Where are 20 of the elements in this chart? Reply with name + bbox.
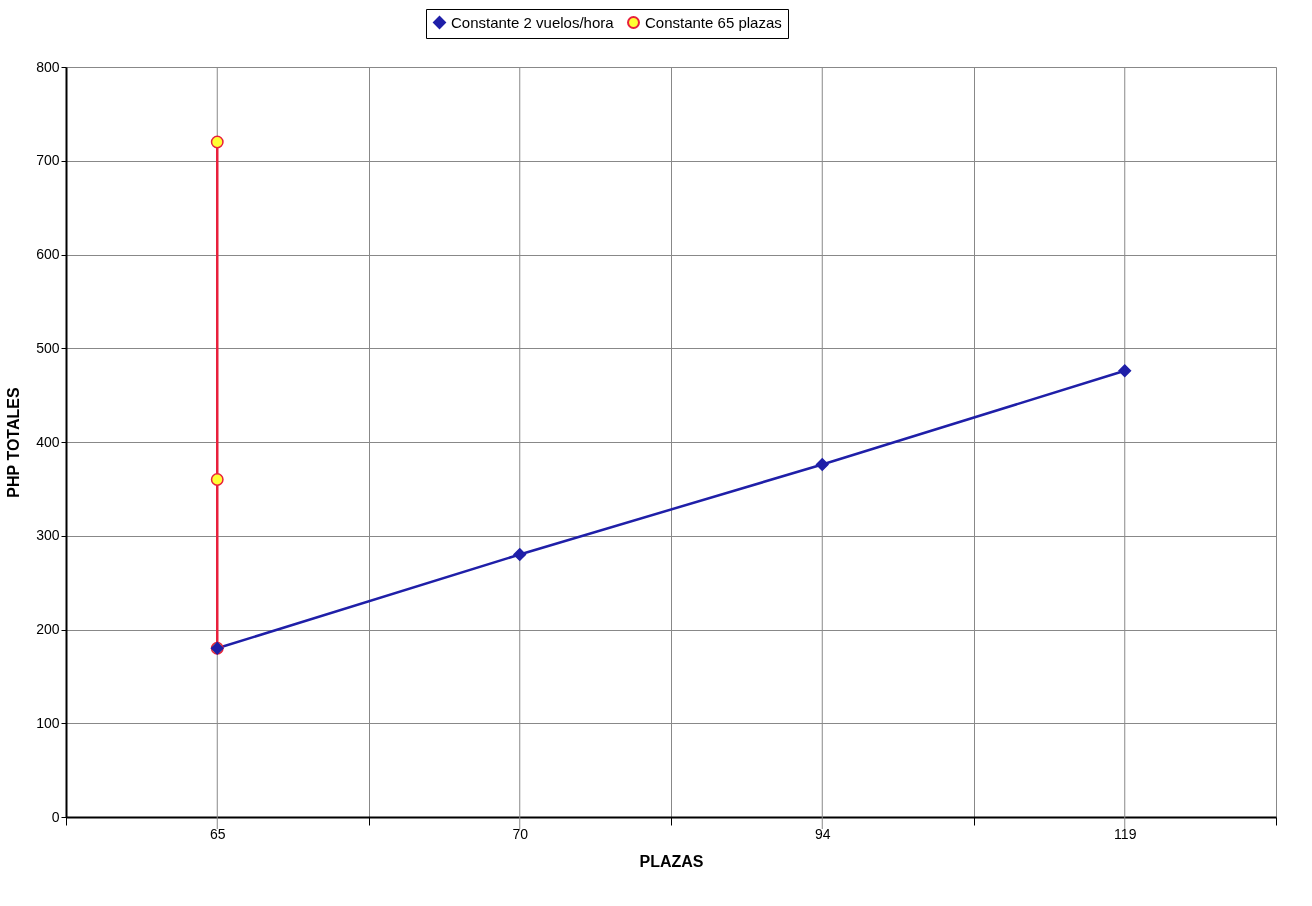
y-tick-label: 700 [36, 152, 60, 169]
y-tick-label: 600 [36, 246, 60, 262]
y-tick-label: 500 [36, 339, 60, 356]
y-axis-title: PHP TOTALES [5, 387, 23, 498]
y-tick-label: 100 [36, 714, 60, 731]
x-axis-title: PLAZAS [639, 852, 704, 870]
x-tick-label: 119 [1114, 825, 1137, 842]
y-tick-label: 0 [51, 808, 60, 825]
x-tick-label: 70 [512, 825, 529, 842]
y-tick-label: 800 [36, 58, 60, 75]
x-tick-label: 65 [209, 825, 226, 842]
y-tick-label: 300 [36, 527, 60, 544]
y-tick-label: 400 [36, 433, 60, 450]
point [815, 458, 829, 471]
point [513, 548, 527, 561]
x-tick-label: 94 [814, 825, 831, 842]
y-tick-label: 200 [36, 621, 60, 637]
point [1118, 364, 1132, 378]
legend-label: Constante 65 plazas [645, 13, 782, 31]
legend-label: Constante 2 vuelos/hora [451, 13, 615, 31]
